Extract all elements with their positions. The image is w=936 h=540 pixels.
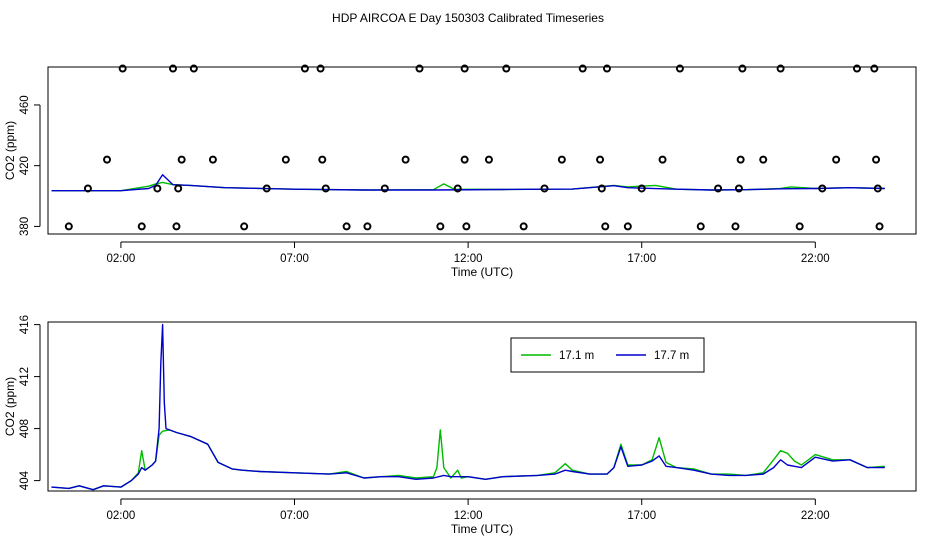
calibration-point [540, 184, 549, 193]
y-tick-label: 408 [19, 419, 31, 438]
calibration-point [623, 222, 632, 231]
calibration-point [736, 155, 745, 164]
calibration-point [401, 155, 410, 164]
top-panel: 02:00 07:00 12:00 17:00 22:00 Time (UTC) 380 42… [3, 64, 917, 279]
calibration-point [262, 184, 271, 193]
x-tick-label: 22:00 [801, 510, 830, 522]
calibration-point [153, 184, 162, 193]
calibration-point [875, 222, 884, 231]
calibration-point [714, 184, 723, 193]
calibration-point [601, 222, 610, 231]
calibration-point [462, 222, 471, 231]
calibration-point [460, 64, 469, 73]
calibration-point [852, 64, 861, 73]
x-tick-label: 17:00 [627, 253, 656, 265]
calibration-point [168, 64, 177, 73]
calibration-point [208, 155, 217, 164]
calibration-point [658, 155, 667, 164]
y-tick-label: 380 [19, 217, 31, 236]
calibration-point [734, 184, 743, 193]
calibration-point [174, 184, 183, 193]
calibration-point [578, 64, 587, 73]
calibration-point [316, 64, 325, 73]
y-tick-label: 404 [19, 470, 31, 490]
calibration-point [776, 64, 785, 73]
x-tick-label: 12:00 [454, 510, 483, 522]
calibration-point [818, 184, 827, 193]
calibration-point [795, 222, 804, 231]
x-axis-label: Time (UTC) [451, 265, 513, 279]
calibration-point [415, 64, 424, 73]
calibration-point [380, 184, 389, 193]
plot-frame [47, 66, 917, 235]
chart-title: HDP AIRCOA E Day 150303 Calibrated Times… [332, 11, 604, 25]
y-axis-label: CO2 (ppm) [3, 121, 17, 180]
calibration-point [64, 222, 73, 231]
calibration-point [519, 222, 528, 231]
calibration-point [342, 222, 351, 231]
y-tick-label: 460 [19, 95, 31, 114]
calibration-point [596, 155, 605, 164]
x-axis-label: Time (UTC) [451, 522, 513, 536]
calibration-point [318, 155, 327, 164]
calibration-point [240, 222, 249, 231]
calibration-point [872, 155, 881, 164]
calibration-point [675, 64, 684, 73]
calibration-point [363, 222, 372, 231]
calibration-point [460, 155, 469, 164]
calibration-point [137, 222, 146, 231]
calibration-point [731, 222, 740, 231]
series-line-17-7-m [51, 174, 885, 192]
calibration-point [738, 64, 747, 73]
calibration-point [759, 155, 768, 164]
calibration-point [637, 184, 646, 193]
calibration-point [189, 64, 198, 73]
y-tick-label: 412 [19, 367, 31, 386]
calibration-point [696, 222, 705, 231]
y-axis-label: CO2 (ppm) [3, 377, 17, 436]
y-tick-label: 420 [19, 156, 31, 175]
series-line-17-1-m [51, 429, 885, 491]
x-tick-label: 12:00 [454, 253, 483, 265]
calibration-point [118, 64, 127, 73]
x-tick-label: 22:00 [801, 253, 830, 265]
legend-box [510, 337, 705, 373]
plot-frame [47, 321, 917, 492]
series-line-17-7-m [51, 323, 885, 491]
bottom-panel: 02:00 07:00 12:00 17:00 22:00 Time (UTC) 404 40… [3, 315, 917, 536]
legend-label: 17.1 m [559, 350, 594, 362]
calibration-point [832, 155, 841, 164]
calibration-point [873, 184, 882, 193]
x-tick-label: 17:00 [627, 510, 656, 522]
calibration-point [870, 64, 879, 73]
calibration-point [83, 184, 92, 193]
calibration-point [177, 155, 186, 164]
calibration-point [300, 64, 309, 73]
x-tick-label: 07:00 [280, 253, 309, 265]
calibration-point [602, 64, 611, 73]
calibration-point [103, 155, 112, 164]
calibration-point [172, 222, 181, 231]
calibration-point [597, 184, 606, 193]
calibration-point [321, 184, 330, 193]
calibration-point [557, 155, 566, 164]
legend-label: 17.7 m [654, 350, 689, 362]
x-tick-label: 02:00 [107, 253, 136, 265]
calibration-point [453, 184, 462, 193]
calibration-point [484, 155, 493, 164]
calibration-point [436, 222, 445, 231]
x-tick-label: 07:00 [280, 510, 309, 522]
y-tick-label: 416 [19, 315, 31, 334]
calibration-point [281, 155, 290, 164]
calibration-point [502, 64, 511, 73]
x-tick-label: 02:00 [107, 510, 136, 522]
